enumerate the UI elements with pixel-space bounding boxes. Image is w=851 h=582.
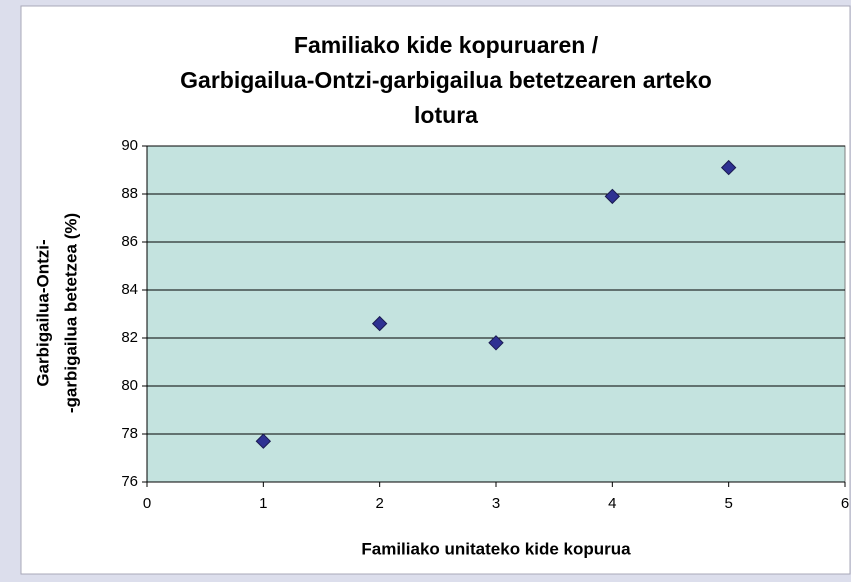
- chart-title: lotura: [414, 102, 478, 128]
- x-tick-label: 0: [143, 495, 151, 512]
- y-tick-label: 78: [121, 425, 138, 442]
- point: [604, 188, 621, 205]
- chart-title: Garbigailua-Ontzi-garbigailua betetzeare…: [180, 67, 712, 93]
- x-tick-label: 2: [375, 495, 383, 512]
- y-tick-label: 86: [121, 233, 138, 250]
- x-tick-label: 5: [724, 495, 732, 512]
- y-tick-label: 76: [121, 473, 138, 490]
- y-tick-label: 84: [121, 281, 138, 298]
- x-tick-label: 6: [841, 495, 849, 512]
- y-tick-label: 82: [121, 329, 138, 346]
- point: [371, 315, 388, 332]
- y-axis-label: -garbigailua betetzea (%): [61, 213, 80, 413]
- y-tick-label: 80: [121, 377, 138, 394]
- y-tick-label: 88: [121, 185, 138, 202]
- y-axis-label: Garbigailua-Ontzi-: [33, 239, 52, 386]
- point: [488, 335, 504, 351]
- x-tick-label: 1: [259, 495, 267, 512]
- x-tick-label: 4: [608, 495, 616, 512]
- point: [255, 433, 272, 449]
- x-tick-label: 3: [492, 495, 500, 512]
- chart-title: Familiako kide kopuruaren /: [294, 32, 599, 58]
- x-axis-label: Familiako unitateko kide kopurua: [361, 539, 631, 558]
- plot-area: [146, 145, 846, 483]
- point: [720, 159, 737, 176]
- y-tick-label: 90: [121, 137, 138, 154]
